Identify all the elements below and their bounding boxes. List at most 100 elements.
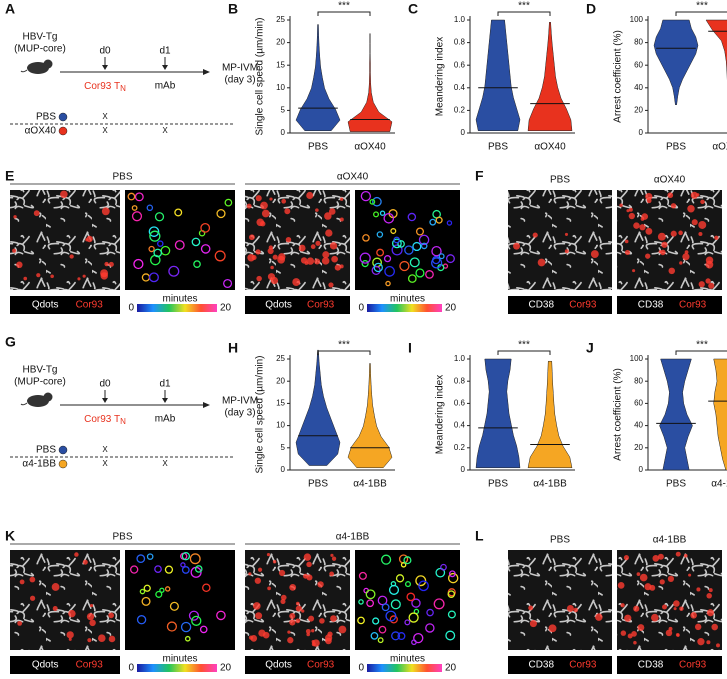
colorbar-min: 0 [128, 663, 134, 674]
cell-signal [628, 212, 635, 220]
colorbar [137, 304, 217, 312]
cell-signal [12, 248, 17, 253]
cell-track [166, 621, 178, 632]
y-tick-label: 80 [634, 38, 643, 47]
cell-signal [595, 613, 603, 621]
cell-signal [645, 227, 653, 235]
y-tick-label: 40 [634, 83, 643, 92]
y-tick-label: 0 [461, 128, 466, 137]
micrograph [617, 190, 722, 290]
y-tick-label: 0.2 [454, 443, 466, 452]
cell-track [377, 637, 384, 644]
timeline-arrow [203, 402, 210, 408]
cell-signal [29, 576, 36, 583]
cell-track [149, 230, 161, 242]
cell-signal [51, 583, 60, 591]
cell-signal [590, 250, 599, 259]
x-tick-label: PBS [308, 142, 328, 153]
micrograph [10, 550, 120, 650]
colorbar [367, 304, 442, 312]
cell-track [216, 610, 226, 621]
cell-signal [330, 553, 334, 557]
cell-track [148, 272, 159, 283]
x-tick-label: α4-1BB [533, 479, 567, 490]
y-axis-label: Single cell speed (µm/min) [255, 17, 266, 135]
cell-track [383, 212, 395, 224]
cell-track [371, 265, 381, 276]
timeline-arrow [203, 69, 210, 75]
cell-track [148, 245, 155, 253]
colorbar-max: 20 [445, 303, 457, 314]
channel-box [617, 656, 722, 674]
cell-signal [304, 261, 309, 265]
day-arrow-head [102, 65, 108, 70]
significance-label: *** [696, 1, 708, 12]
cell-track [362, 234, 370, 242]
cell-signal [617, 581, 625, 589]
cell-signal [675, 551, 681, 557]
cell-signal [254, 577, 261, 584]
micrograph [508, 190, 612, 290]
cell-signal [303, 553, 312, 561]
cell-track [360, 190, 372, 202]
cell-signal [683, 553, 688, 558]
cell-signal [698, 281, 705, 288]
cell-signal [317, 581, 324, 588]
cell-signal [255, 612, 263, 620]
cell-signal [52, 605, 58, 611]
cell-track [199, 625, 208, 634]
cell-track [133, 258, 144, 270]
y-tick-label: 100 [630, 15, 644, 24]
colorbar [137, 664, 217, 672]
cell-signal [311, 642, 316, 647]
cell-signal [287, 630, 291, 634]
cell-signal [246, 203, 252, 209]
cell-signal [89, 619, 96, 627]
channel-label: CD38 [528, 660, 554, 671]
cell-signal [295, 601, 300, 606]
cell-track [390, 599, 401, 610]
day-label: d0 [99, 379, 111, 390]
y-tick-label: 25 [276, 354, 285, 363]
cell-track [155, 590, 163, 598]
violin [527, 22, 573, 131]
cells-name: Cor93 T [84, 414, 120, 425]
readout-day: (day 3) [224, 408, 255, 419]
cell-track [373, 211, 380, 218]
cell-signal [16, 261, 23, 269]
cell-signal [334, 264, 341, 271]
cell-signal [278, 569, 286, 577]
cell-track [407, 274, 417, 283]
cell-track [404, 245, 414, 255]
group-dot [58, 112, 68, 122]
cell-signal [670, 203, 677, 209]
cell-track [413, 632, 424, 644]
cell-track [365, 589, 376, 600]
cell-track [404, 581, 412, 588]
cell-signal [624, 249, 631, 256]
x-tick-label: PBS [488, 142, 508, 153]
y-tick-label: 0 [639, 465, 644, 474]
y-axis-label: Arrest coefficient (%) [613, 368, 624, 461]
mouse-icon [43, 59, 53, 69]
cell-track [425, 623, 435, 633]
panel-letter: C [408, 1, 418, 17]
cell-signal [658, 250, 662, 254]
cell-signal [670, 230, 677, 237]
cell-track [409, 257, 420, 268]
significance-label: *** [696, 340, 708, 351]
channel-label: Cor93 [679, 660, 707, 671]
cell-track [189, 553, 201, 565]
cell-track [392, 238, 402, 249]
cell-signal [636, 572, 641, 576]
cell-signal [322, 251, 330, 259]
cells-name: Cor93 T [84, 81, 120, 92]
y-tick-label: 80 [634, 376, 643, 385]
readout-day: (day 3) [224, 75, 255, 86]
cell-track [383, 255, 392, 263]
cell-signal [36, 273, 41, 278]
cell-signal [13, 215, 17, 219]
cell-track [446, 254, 455, 264]
cell-track [127, 192, 136, 201]
channel-label: Cor93 [569, 660, 597, 671]
